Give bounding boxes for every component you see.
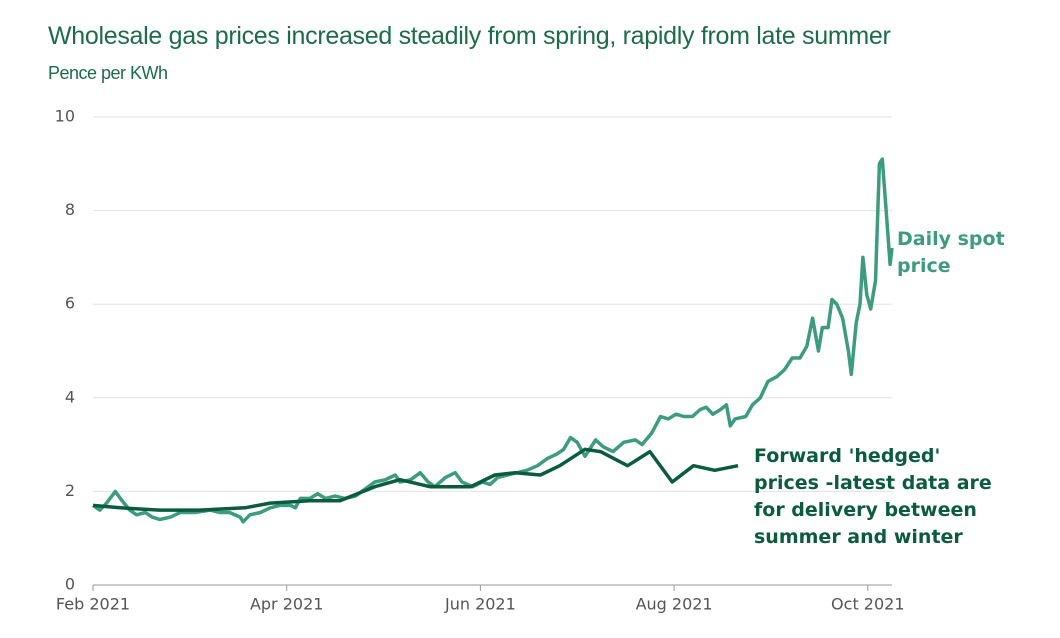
y-tick-label: 0 <box>65 575 75 594</box>
series-label: Forward 'hedged' prices -latest data are… <box>754 445 992 548</box>
x-tick-label: Feb 2021 <box>56 595 130 614</box>
series-line <box>92 157 894 524</box>
x-tick-label: Oct 2021 <box>831 595 904 614</box>
x-tick-label: Jun 2021 <box>444 595 516 614</box>
series-line <box>92 447 739 512</box>
y-tick-label: 2 <box>65 481 75 500</box>
x-tick-label: Aug 2021 <box>636 595 713 614</box>
y-axis-label: Pence per KWh <box>48 63 168 83</box>
y-tick-label: 6 <box>65 294 75 313</box>
series-label: Daily spot price <box>897 228 1005 277</box>
x-tick-label: Apr 2021 <box>250 595 323 614</box>
y-tick-label: 10 <box>55 107 75 126</box>
y-tick-label: 4 <box>65 387 75 406</box>
y-tick-label: 8 <box>65 200 75 219</box>
chart-title: Wholesale gas prices increased steadily … <box>48 22 891 50</box>
